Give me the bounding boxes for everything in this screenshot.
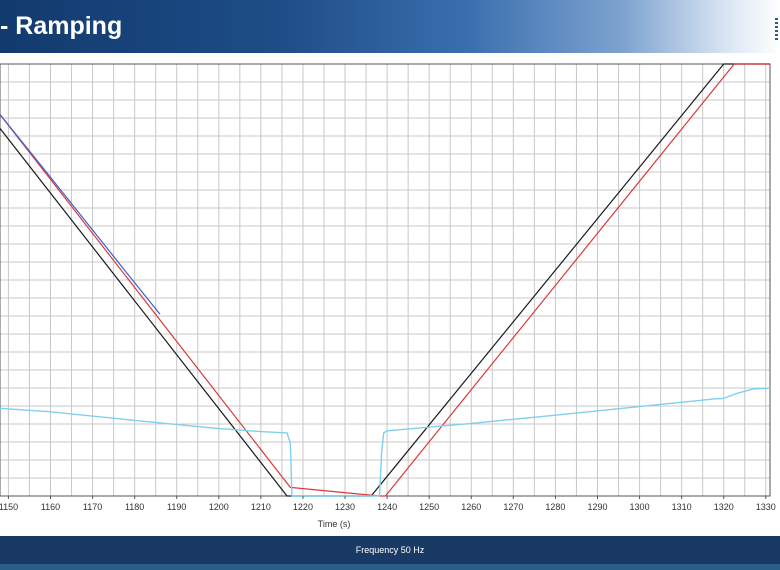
footer-bar: Frequency 50 Hz xyxy=(0,536,780,564)
footer-text: Frequency 50 Hz xyxy=(355,545,425,555)
x-tick-label: 1310 xyxy=(672,502,692,512)
x-tick-label: 1240 xyxy=(377,502,397,512)
x-tick-label: 1170 xyxy=(83,502,102,512)
bottom-strip xyxy=(0,564,780,570)
x-tick-label: 1180 xyxy=(125,502,144,512)
series-line-4 xyxy=(0,387,771,497)
series-layer xyxy=(0,63,771,497)
x-tick-label: 1300 xyxy=(630,502,650,512)
title-bar: - Ramping xyxy=(0,0,780,53)
x-tick-label: 1330 xyxy=(756,502,776,512)
x-tick-label: 1150 xyxy=(0,502,18,512)
x-tick-label: 1290 xyxy=(587,502,607,512)
x-tick-label: 1320 xyxy=(714,502,734,512)
series-line-3 xyxy=(0,114,161,315)
series-line-2 xyxy=(0,63,770,497)
x-tick-label: 1270 xyxy=(503,502,523,512)
x-tick-label: 1250 xyxy=(419,502,439,512)
x-tick-label: 1210 xyxy=(251,502,271,512)
x-tick-label: 1260 xyxy=(461,502,481,512)
dotted-decoration xyxy=(775,18,778,40)
x-tick-label: 1220 xyxy=(293,502,313,512)
x-tick-label: 1280 xyxy=(545,502,565,512)
x-tick-label: 1160 xyxy=(41,502,60,512)
x-tick-label: 1230 xyxy=(335,502,355,512)
x-tick-labels: 1150 1160 1170 1180 1190 1200 1210 1220 1230 1240… xyxy=(0,496,776,512)
x-tick-label: 1190 xyxy=(167,502,186,512)
x-tick-label: 1200 xyxy=(209,502,229,512)
x-axis-label: Time (s) xyxy=(318,519,351,529)
horizontal-gridlines xyxy=(0,81,770,479)
slide-title: - Ramping xyxy=(0,12,123,40)
ramping-chart: 1150 1160 1170 1180 1190 1200 1210 1220 1230 1240… xyxy=(0,63,776,529)
